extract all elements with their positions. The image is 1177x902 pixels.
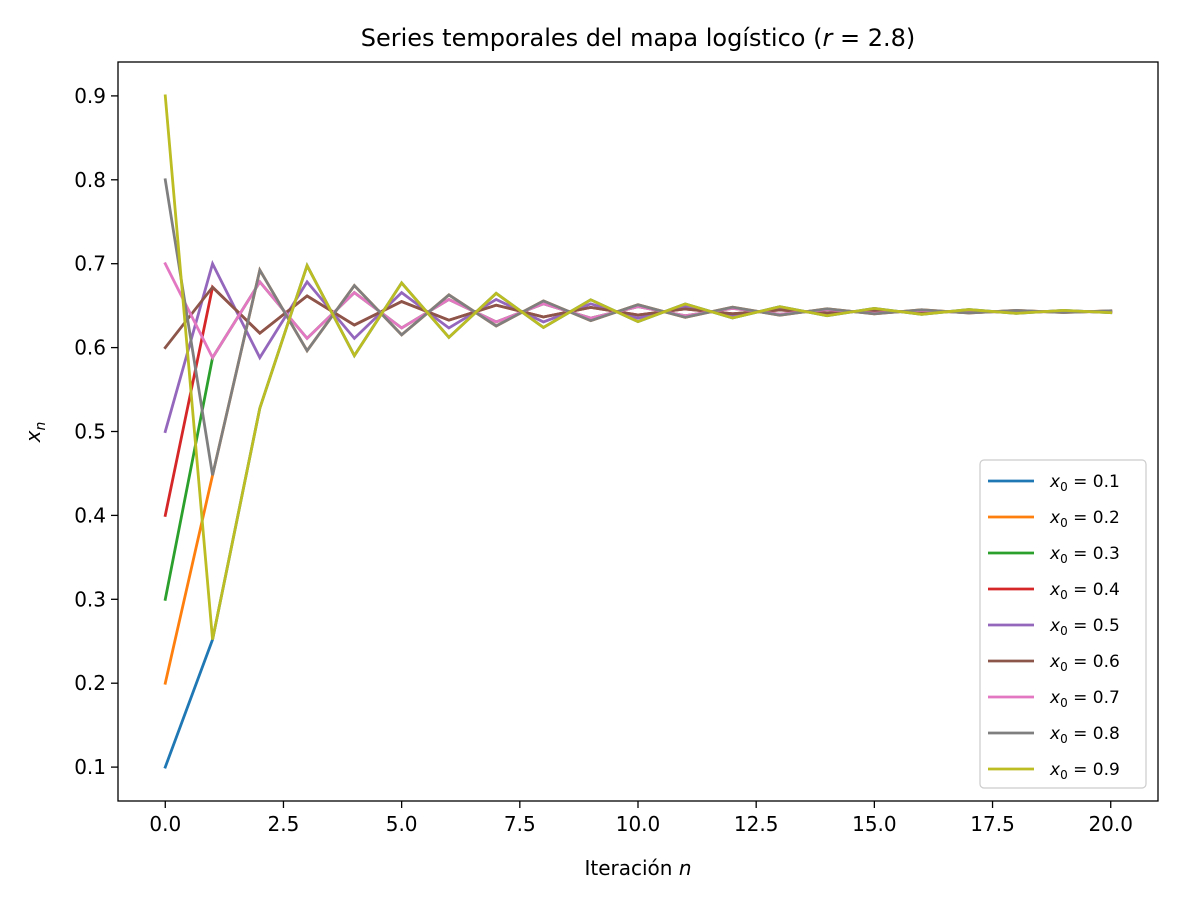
legend-label: x0 = 0.3 [1049, 544, 1120, 566]
legend-label: x0 = 0.6 [1049, 652, 1120, 674]
legend-box [979, 459, 1147, 789]
legend-label: x0 = 0.9 [1049, 760, 1120, 782]
y-tick-label: 0.5 [74, 420, 106, 444]
x-tick-label: 10.0 [616, 812, 661, 836]
y-tick-label: 0.9 [74, 84, 106, 108]
x-axis-ticks: 0.0 2.5 5.0 7.5 10.0 12.5 15.0 17.5 20.0 [149, 801, 1133, 836]
x-tick-label: 0.0 [149, 812, 181, 836]
legend-label: x0 = 0.8 [1049, 724, 1120, 746]
y-axis-ticks: 0.1 0.2 0.3 0.4 0.5 0.6 0.7 0.8 0.9 [74, 84, 118, 779]
y-tick-label: 0.1 [74, 755, 106, 779]
legend-label: x0 = 0.1 [1049, 472, 1120, 494]
x-axis-label: Iteración n [584, 856, 691, 880]
y-tick-label: 0.4 [74, 503, 106, 527]
y-tick-label: 0.3 [74, 587, 106, 611]
series-line-9 [163, 94, 1113, 640]
y-axis-label: xn [21, 422, 49, 444]
plot-lines [163, 94, 1113, 769]
x-tick-label: 7.5 [504, 812, 536, 836]
x-tick-label: 5.0 [386, 812, 418, 836]
legend: x0 = 0.1 x0 = 0.2 x0 = 0.3 x0 = 0.4 x0 = 0.5… [979, 459, 1147, 789]
x-tick-label: 20.0 [1088, 812, 1133, 836]
x-tick-label: 12.5 [734, 812, 779, 836]
legend-label: x0 = 0.5 [1049, 616, 1120, 638]
y-tick-label: 0.2 [74, 671, 106, 695]
y-tick-label: 0.7 [74, 252, 106, 276]
legend-label: x0 = 0.4 [1049, 580, 1120, 602]
legend-label: x0 = 0.7 [1049, 688, 1120, 710]
axes-frame [117, 61, 1159, 802]
legend-label: x0 = 0.2 [1049, 508, 1120, 530]
y-tick-label: 0.8 [74, 168, 106, 192]
chart-title: Series temporales del mapa logístico (r … [361, 24, 916, 52]
x-tick-label: 15.0 [852, 812, 897, 836]
y-tick-label: 0.6 [74, 336, 106, 360]
x-tick-label: 2.5 [268, 812, 300, 836]
x-tick-label: 17.5 [970, 812, 1015, 836]
